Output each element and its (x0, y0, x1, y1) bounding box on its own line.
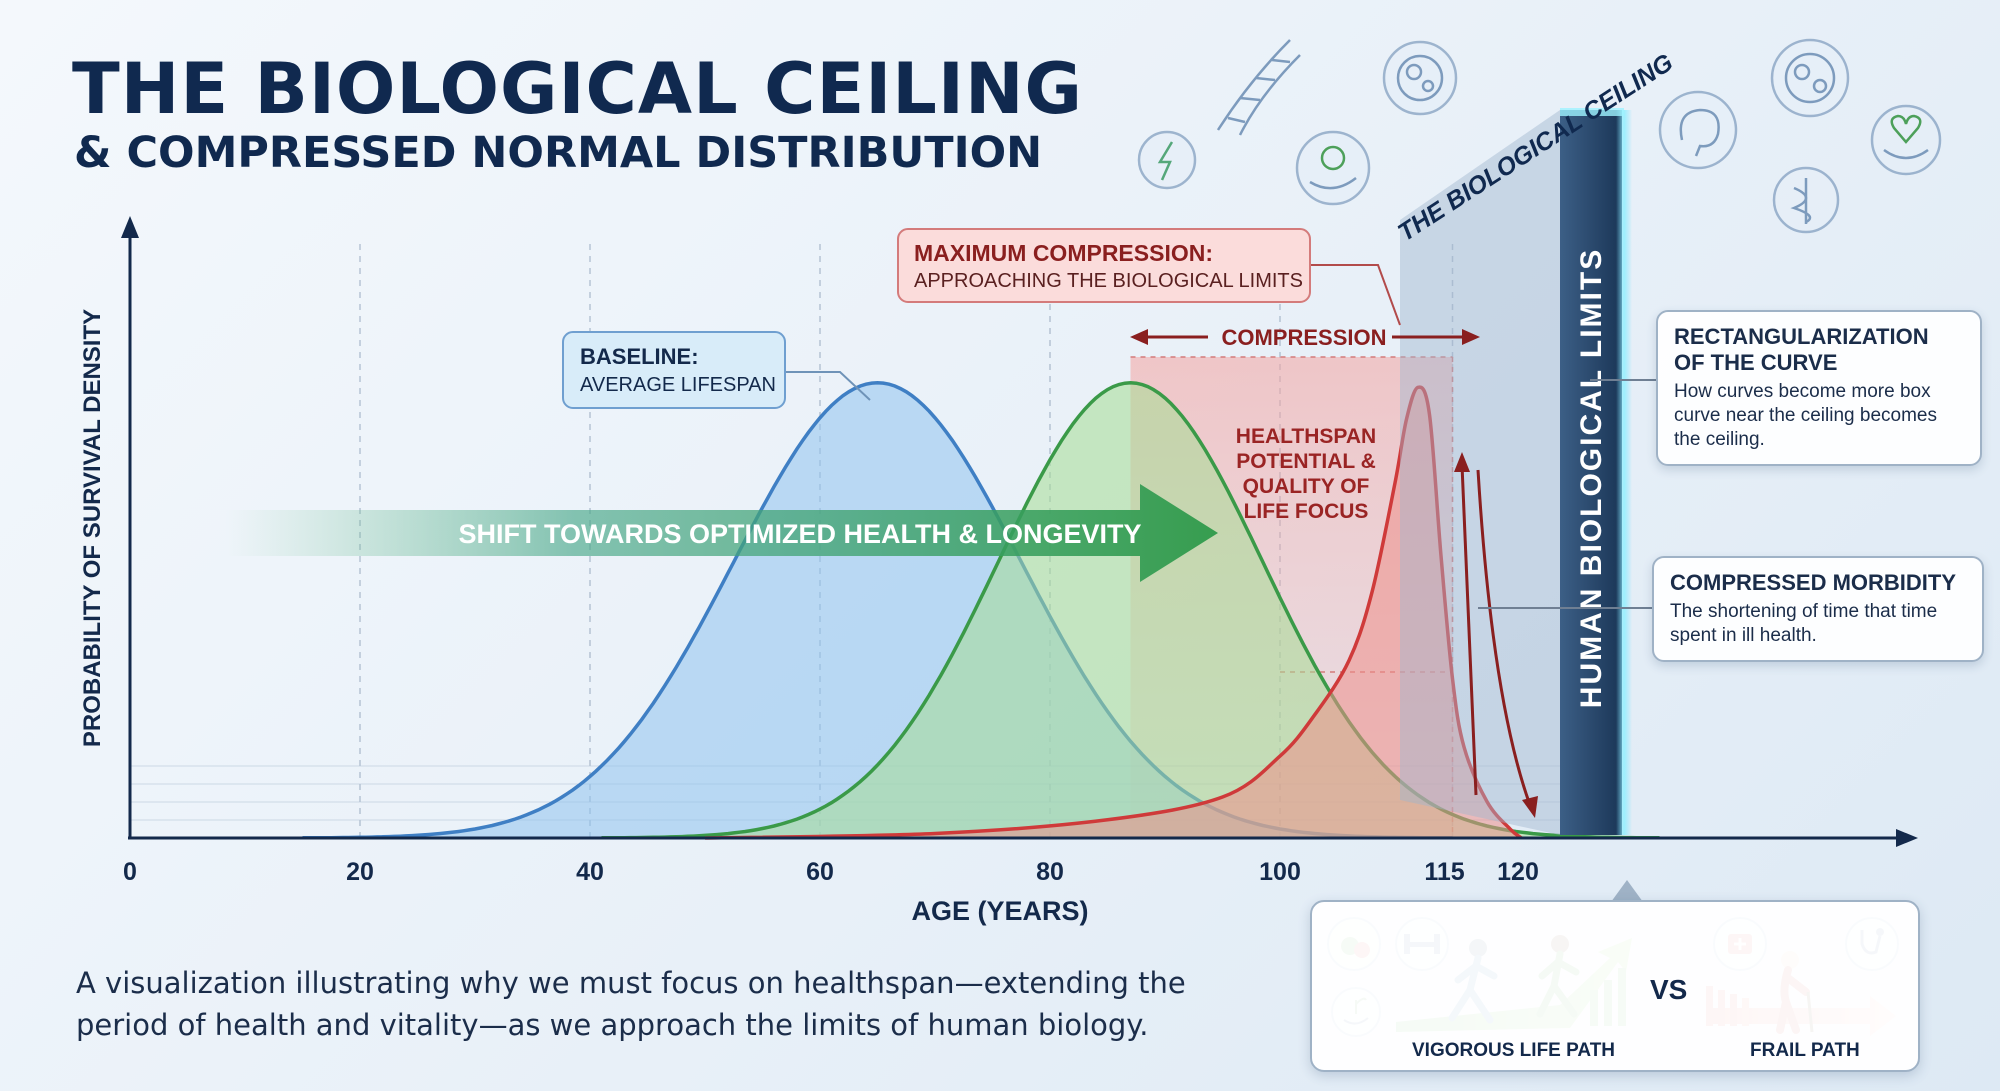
brain-icon (1658, 90, 1738, 170)
baseline-callout-text: AVERAGE LIFESPAN (580, 374, 776, 396)
max-compression-title: MAXIMUM COMPRESSION: (914, 240, 1213, 266)
series-area-compressed (705, 387, 1522, 838)
heart-hand-icon (1870, 104, 1942, 176)
healthspan-line-3: QUALITY OF (1243, 475, 1370, 498)
compressed-morbidity-callout: COMPRESSED MORBIDITY The shortening of t… (1652, 556, 1984, 662)
compressed-morbidity-title: COMPRESSED MORBIDITY (1670, 570, 1957, 595)
series-area-optimized (601, 382, 1660, 838)
rectangularization-callout: RECTANGULARIZATION OF THE CURVE How curv… (1656, 310, 1982, 466)
apple-hand-icon (1295, 130, 1371, 206)
compressed-morbidity-text: The shortening of time that time spent i… (1670, 601, 1938, 646)
caduceus-icon (1772, 166, 1840, 234)
healthspan-line-4: LIFE FOCUS (1244, 500, 1369, 523)
path-comparison-panel: VIGOROUS LIFE PATH VS FRAIL PATH (1310, 900, 1920, 1072)
x-axis-label: AGE (YEARS) (911, 896, 1088, 926)
baseline-callout-title: BASELINE: (580, 344, 699, 369)
frail-path-label: FRAIL PATH (1750, 1040, 1860, 1061)
x-tick-label-120: 120 (1497, 858, 1539, 886)
compression-arrow (1130, 329, 1480, 345)
baseline-callout (562, 331, 786, 409)
rectangularization-title-1: RECTANGULARIZATION (1674, 324, 1929, 349)
cells-icon (1770, 38, 1850, 118)
vigorous-path-label: VIGOROUS LIFE PATH (1412, 1040, 1616, 1061)
maxcomp-connector (1310, 264, 1401, 326)
biological-limits-label: HUMAN BIOLOGICAL LIMITS (1575, 248, 1608, 708)
series-line-compressed (704, 385, 1523, 840)
max-compression-text: APPROACHING THE BIOLOGICAL LIMITS (914, 270, 1303, 292)
shift-arrow (225, 484, 1218, 582)
healthspan-line-2: POTENTIAL & (1236, 450, 1376, 473)
panel-pointer (1611, 880, 1643, 902)
biological-ceiling-wall (1400, 108, 1632, 835)
x-tick-label-0: 0 (123, 858, 137, 886)
x-tick-label-100: 100 (1259, 858, 1301, 886)
x-tick-label-20: 20 (346, 858, 374, 886)
baseline-connector (785, 371, 871, 401)
series-area-baseline (302, 382, 1453, 838)
shift-label: SHIFT TOWARDS OPTIMIZED HEALTH & LONGEVI… (458, 519, 1141, 549)
page-title: THE BIOLOGICAL CEILING (72, 48, 1083, 130)
healthspan-label: HEALTHSPAN POTENTIAL & QUALITY OF LIFE F… (1236, 425, 1376, 523)
healthspan-line-1: HEALTHSPAN (1236, 425, 1376, 448)
compression-label: COMPRESSION (1221, 325, 1386, 350)
mortality-drop-arrows (1454, 452, 1538, 818)
caption: A visualization illustrating why we must… (76, 966, 1186, 1042)
y-axis-arrow (121, 216, 139, 238)
lightning-icon (1137, 130, 1197, 190)
rectangularization-text: How curves become more box curve near th… (1674, 381, 1937, 450)
x-tick-label-115: 115 (1424, 858, 1464, 886)
x-tick-label-40: 40 (576, 858, 604, 886)
dna-icon (1216, 39, 1301, 136)
x-tick-label-60: 60 (806, 858, 834, 886)
rectangularization-title-2: OF THE CURVE (1674, 350, 1838, 375)
x-axis-arrow (1896, 829, 1918, 847)
x-tick-label-80: 80 (1036, 858, 1064, 886)
vs-label: VS (1650, 974, 1688, 1005)
y-axis-label: PROBABILITY OF SURVIVAL DENSITY (79, 309, 106, 747)
decor-icons (1137, 38, 1942, 234)
max-compression-callout (897, 228, 1311, 303)
page-subtitle: & COMPRESSED NORMAL DISTRIBUTION (74, 128, 1043, 178)
cell-icon (1382, 40, 1458, 116)
